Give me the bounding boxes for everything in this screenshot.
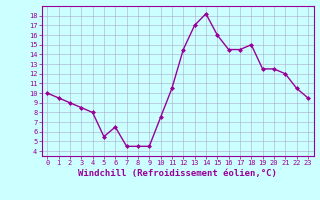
X-axis label: Windchill (Refroidissement éolien,°C): Windchill (Refroidissement éolien,°C) bbox=[78, 169, 277, 178]
